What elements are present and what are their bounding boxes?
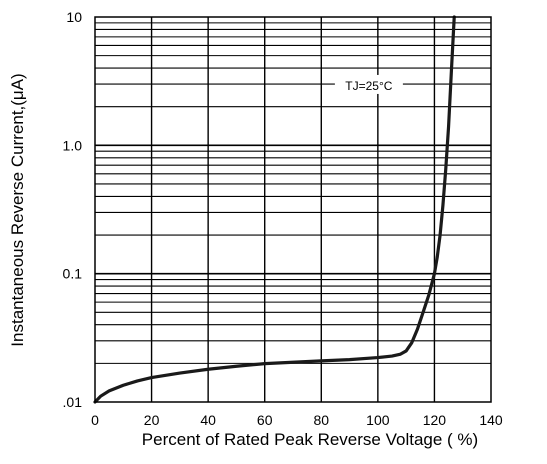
annotations: TJ=25°C [334,74,403,94]
x-tick-label: 40 [200,412,216,428]
x-tick-label: 120 [423,412,447,428]
annotation-label: TJ=25°C [345,79,392,93]
x-axis-label: Percent of Rated Peak Reverse Voltage ( … [142,430,478,449]
plot-frame [94,16,492,403]
grid [95,17,491,402]
y-tick-label: 1.0 [63,137,83,153]
x-tick-labels: 0 20 40 60 80 100 120 140 [91,412,503,428]
y-tick-label: .01 [63,394,83,410]
x-tick-label: 100 [366,412,390,428]
series-layer [93,15,456,404]
series-line [93,15,456,404]
x-tick-label: 60 [257,412,273,428]
x-tick-label: 80 [313,412,329,428]
y-tick-label: 0.1 [63,266,83,282]
y-tick-labels: .01 0.1 1.0 10 [63,9,83,410]
y-tick-label: 10 [66,9,82,25]
annotation-background [334,74,403,94]
x-tick-label: 20 [144,412,160,428]
x-tick-label: 0 [91,412,99,428]
y-axis-label: Instantaneous Reverse Current,(μA) [8,73,27,346]
x-tick-label: 140 [479,412,503,428]
